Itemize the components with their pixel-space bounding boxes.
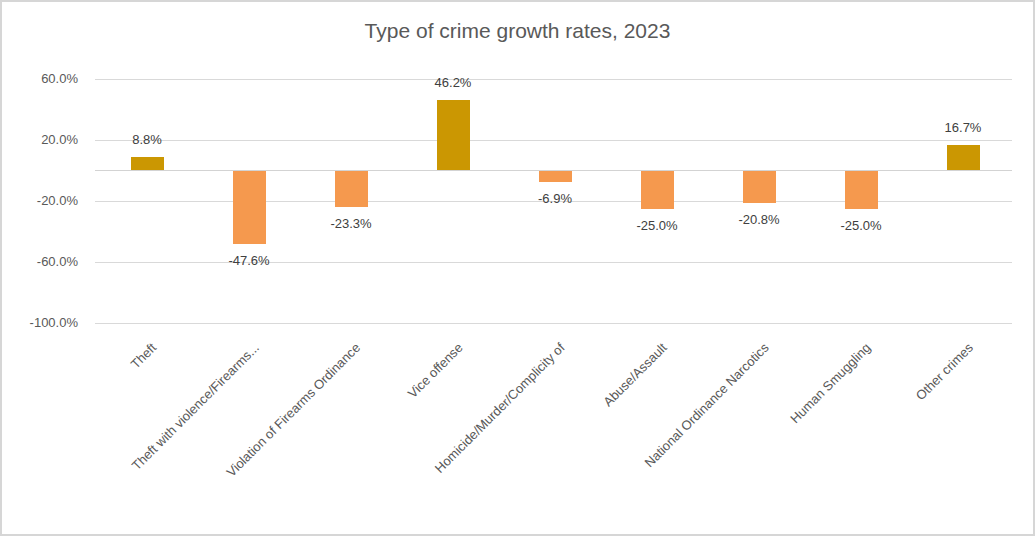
x-axis-category-label: Vice offense: [405, 340, 466, 401]
x-axis-category-label: Other crimes: [912, 340, 975, 403]
x-axis-category-label: National Ordinance Narcotics: [641, 340, 771, 470]
x-axis-category-label: Abuse/Assault: [600, 340, 669, 409]
x-axis: TheftTheft with violence/Firearms...Viol…: [2, 2, 1033, 534]
chart: Type of crime growth rates, 2023 60.0%20…: [0, 0, 1035, 536]
x-axis-category-label: Theft: [128, 340, 160, 372]
x-axis-category-label: Human Smuggling: [787, 340, 873, 426]
